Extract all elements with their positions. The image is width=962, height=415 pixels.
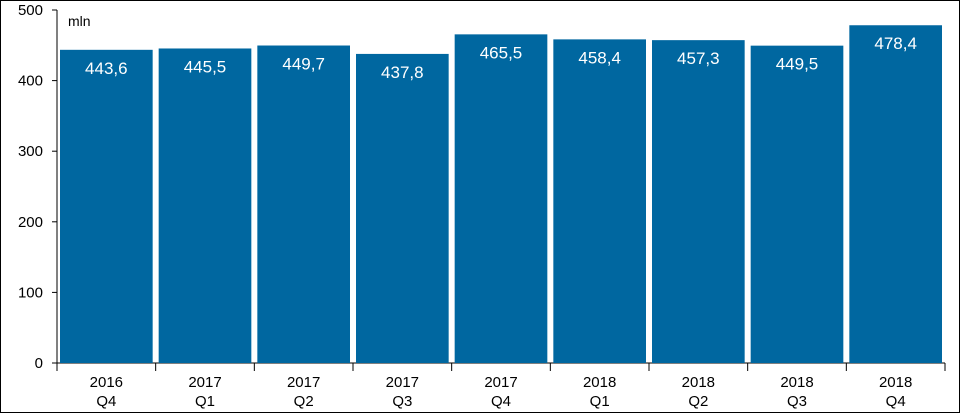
bar (652, 40, 745, 363)
x-tick-label-year: 2017 (484, 374, 517, 391)
unit-label: mln (68, 13, 91, 29)
data-label: 449,5 (776, 55, 819, 74)
x-tick-label-year: 2018 (682, 374, 715, 391)
x-tick-label-quarter: Q4 (491, 393, 511, 410)
bar (257, 45, 350, 363)
data-label: 443,6 (85, 59, 128, 78)
x-tick-label-quarter: Q1 (590, 393, 610, 410)
data-label: 457,3 (677, 49, 720, 68)
y-tick-label: 400 (18, 73, 43, 90)
x-tick-label-quarter: Q4 (886, 393, 906, 410)
y-axis: 0 100 200 300 400 500 (18, 2, 58, 372)
x-tick-label-year: 2016 (90, 374, 123, 391)
bars (60, 25, 942, 364)
x-tick-label-year: 2018 (879, 374, 912, 391)
bar (356, 53, 449, 363)
x-tick-label-quarter: Q4 (96, 393, 116, 410)
y-tick-label: 200 (18, 214, 43, 231)
x-tick-label-year: 2017 (188, 374, 221, 391)
data-labels: 443,6 445,5 449,7 437,8 465,5 458,4 457,3 449,5… (85, 34, 917, 82)
y-tick-label: 100 (18, 284, 43, 301)
x-tick-label-year: 2018 (780, 374, 813, 391)
bar (158, 48, 252, 364)
bar (60, 49, 153, 364)
y-tick-label: 500 (18, 2, 43, 19)
bar (454, 34, 548, 364)
data-label: 478,4 (874, 34, 917, 53)
x-tick-label-year: 2017 (386, 374, 419, 391)
bar (849, 25, 942, 363)
x-tick-label-quarter: Q3 (392, 393, 412, 410)
x-tick-label-quarter: Q1 (195, 393, 215, 410)
bar (750, 45, 844, 363)
data-label: 449,7 (282, 55, 325, 74)
y-tick-label: 0 (35, 355, 43, 372)
x-tick-label-quarter: Q2 (294, 393, 314, 410)
x-tick-label-year: 2018 (583, 374, 616, 391)
x-tick-label-quarter: Q3 (787, 393, 807, 410)
x-tick-label-year: 2017 (287, 374, 320, 391)
x-tick-label-quarter: Q2 (688, 393, 708, 410)
data-label: 465,5 (480, 43, 523, 62)
y-tick-label: 300 (18, 143, 43, 160)
data-label: 437,8 (381, 63, 424, 82)
data-label: 445,5 (184, 57, 227, 76)
data-label: 458,4 (578, 48, 621, 67)
bar (553, 39, 646, 363)
x-axis: 2016 Q4 2017 Q1 2017 Q2 2017 Q3 2017 Q4 2018 Q1 2018… (56, 362, 946, 410)
